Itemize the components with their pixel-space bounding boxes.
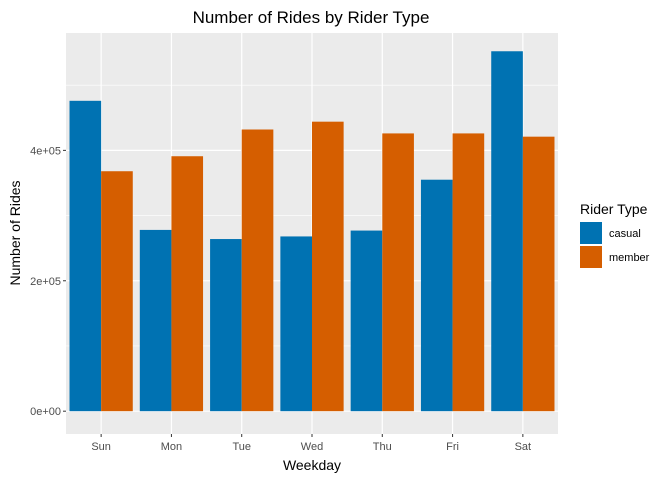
bar-member-sat [522, 136, 555, 412]
x-tick-label: Tue [232, 441, 251, 453]
y-tick-label: 0e+00 [30, 406, 61, 418]
bar-member-fri [452, 133, 485, 412]
y-tick-label: 2e+05 [30, 276, 61, 288]
legend-title: Rider Type [580, 201, 648, 217]
legend-label-member: member [609, 252, 650, 264]
x-tick-label: Fri [446, 441, 459, 453]
bar-casual-fri [420, 179, 453, 412]
bar-member-sun [101, 171, 133, 412]
legend-label-casual: casual [609, 228, 641, 240]
bar-casual-sat [491, 51, 523, 412]
bars [69, 51, 555, 412]
bar-member-mon [171, 156, 204, 412]
y-axis-title: Number of Rides [7, 180, 23, 285]
legend-key-casual [580, 222, 602, 244]
legend-key-member [580, 246, 602, 268]
x-axis-title: Weekday [283, 457, 341, 473]
bar-member-tue [241, 129, 274, 412]
bar-member-thu [382, 133, 414, 412]
legend: Rider Type casual member [580, 201, 650, 268]
y-axis: 0e+00 2e+05 4e+05 [30, 145, 66, 418]
x-axis: Sun Mon Tue Wed Thu Fri Sat [91, 434, 531, 453]
x-tick-label: Sat [515, 441, 532, 453]
x-tick-label: Mon [161, 441, 182, 453]
bar-casual-tue [210, 239, 242, 412]
bar-casual-wed [280, 236, 312, 412]
bar-casual-sun [69, 100, 102, 412]
x-tick-label: Sun [91, 441, 111, 453]
chart-title: Number of Rides by Rider Type [193, 8, 430, 27]
x-tick-label: Wed [301, 441, 323, 453]
bar-member-wed [312, 121, 344, 412]
bar-casual-mon [139, 229, 172, 412]
x-tick-label: Thu [373, 441, 392, 453]
y-tick-label: 4e+05 [30, 145, 61, 157]
bar-casual-thu [350, 230, 383, 412]
